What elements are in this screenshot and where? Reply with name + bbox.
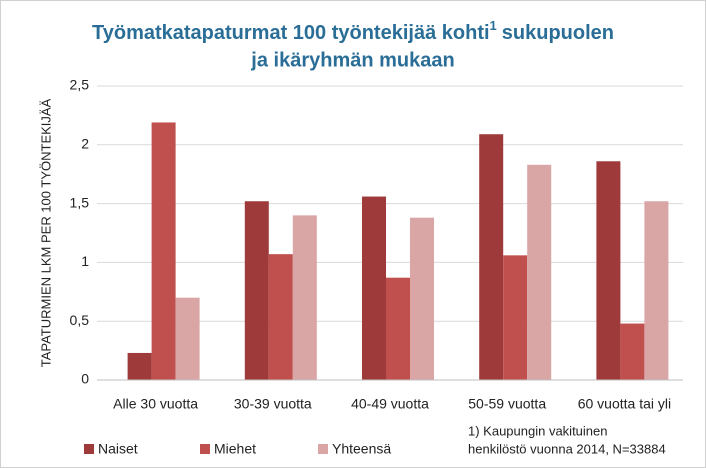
legend-swatch <box>318 444 328 454</box>
y-tick-label: 1 <box>81 253 89 269</box>
bar <box>386 277 410 380</box>
y-tick-label: 0,5 <box>70 312 90 328</box>
bar <box>527 164 552 380</box>
y-tick-label: 0 <box>81 371 89 387</box>
y-tick-label: 1,5 <box>70 194 90 210</box>
x-tick-label: 60 vuotta tai yli <box>578 396 671 412</box>
footnote: henkilöstö vuonna 2014, N=33884 <box>468 441 666 456</box>
bar <box>151 122 176 381</box>
y-tick-label: 2,5 <box>70 77 90 93</box>
title-part: sukupuolen <box>502 22 614 44</box>
bar <box>503 255 528 380</box>
title-part: Työmatkatapaturmat 100 työntekijää kohti <box>92 22 490 44</box>
x-tick-label: 40-49 vuotta <box>351 396 429 412</box>
legend-label: Naiset <box>98 441 138 457</box>
bar <box>362 196 386 380</box>
y-axis-label: TAPATURMIEN LKM PER 100 TYÖNTEKIJÄÄ <box>38 98 53 367</box>
bar <box>479 134 504 380</box>
y-tick-label: 2 <box>81 136 89 152</box>
x-tick-label: Alle 30 vuotta <box>113 396 198 412</box>
bar <box>127 352 152 380</box>
chart-title: Työmatkatapaturmat 100 työntekijää kohti… <box>92 18 614 44</box>
chart-title: ja ikäryhmän mukaan <box>250 49 454 71</box>
bar <box>268 254 293 380</box>
footnote: 1) Kaupungin vakituinen <box>468 423 608 438</box>
legend-swatch <box>84 444 94 454</box>
x-tick-label: 50-59 vuotta <box>468 396 546 412</box>
bar <box>644 201 669 380</box>
bar <box>596 161 621 380</box>
title-superscript: 1 <box>490 18 497 33</box>
bar <box>410 217 434 380</box>
bar <box>620 323 645 380</box>
bar <box>244 201 269 380</box>
x-tick-label: 30-39 vuotta <box>234 396 312 412</box>
bar <box>292 215 317 380</box>
bar <box>175 297 200 380</box>
legend-swatch <box>200 444 210 454</box>
legend-label: Miehet <box>214 441 256 457</box>
legend-label: Yhteensä <box>332 441 391 457</box>
